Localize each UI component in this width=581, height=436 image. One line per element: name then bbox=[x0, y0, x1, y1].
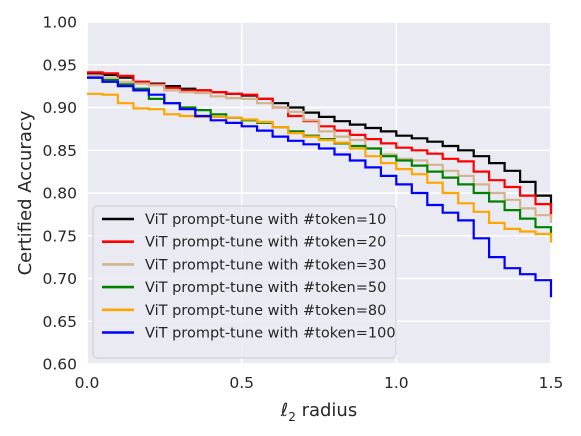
y-tick-label: 1.00 bbox=[42, 14, 77, 32]
x-axis-label-main: ℓ bbox=[280, 400, 288, 421]
legend-box bbox=[92, 205, 397, 359]
y-tick-label: 0.60 bbox=[42, 356, 77, 374]
x-tick-label: 1.0 bbox=[384, 374, 409, 392]
y-tick-label: 0.95 bbox=[42, 56, 77, 74]
x-tick-labels: 0.0 0.5 1.0 1.5 bbox=[75, 374, 564, 392]
legend-label: ViT prompt-tune with #token=30 bbox=[145, 257, 386, 273]
y-tick-label: 0.75 bbox=[42, 227, 77, 245]
x-axis-label-subscript: 2 bbox=[288, 410, 296, 424]
x-tick-label: 0.0 bbox=[75, 374, 100, 392]
series-lines bbox=[87, 71, 553, 298]
y-tick-label: 0.65 bbox=[42, 313, 77, 331]
x-axis-label: ℓ2 radius bbox=[280, 400, 357, 424]
legend-label: ViT prompt-tune with #token=20 bbox=[145, 235, 386, 251]
legend-label: ViT prompt-tune with #token=10 bbox=[145, 212, 386, 228]
y-tick-label: 0.85 bbox=[42, 142, 77, 160]
y-tick-label: 0.90 bbox=[42, 99, 77, 117]
legend-label: ViT prompt-tune with #token=100 bbox=[145, 326, 396, 342]
y-axis-label: Certified Accuracy bbox=[15, 110, 36, 275]
x-axis-label-rest: radius bbox=[296, 400, 357, 421]
y-tick-label: 0.80 bbox=[42, 185, 77, 203]
y-tick-labels: 0.60 0.65 0.70 0.75 0.80 0.85 0.90 0.95 1.00 bbox=[42, 14, 77, 374]
series-line-5 bbox=[87, 92, 553, 243]
x-tick-label: 0.5 bbox=[229, 374, 254, 392]
legend-label: ViT prompt-tune with #token=50 bbox=[145, 280, 386, 296]
y-tick-label: 0.70 bbox=[42, 270, 77, 288]
x-tick-label: 1.5 bbox=[539, 374, 564, 392]
legend-label: ViT prompt-tune with #token=80 bbox=[145, 303, 386, 319]
series-line-6 bbox=[87, 76, 553, 298]
legend: ViT prompt-tune with #token=10 ViT prompt… bbox=[92, 205, 397, 359]
